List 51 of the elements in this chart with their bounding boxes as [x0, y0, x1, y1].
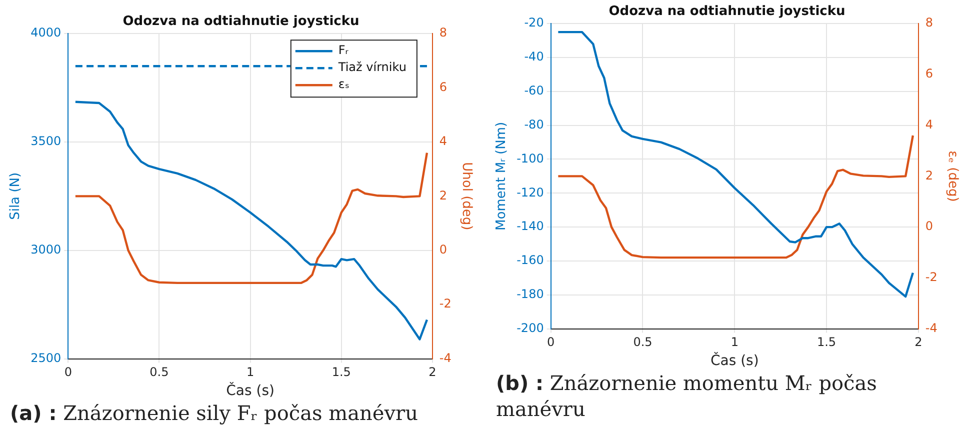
- x-tick-label: 1: [730, 335, 738, 350]
- y-tick-label: -80: [524, 117, 544, 132]
- legend-label: Tiaž vírniku: [337, 60, 406, 74]
- x-tick-label: 0: [64, 365, 72, 380]
- x-tick-label: 0.5: [633, 335, 652, 350]
- y2-tick-label: 0: [439, 242, 448, 257]
- text: (a) : Znázornenie sily Fᵣ počas manévru: [10, 401, 418, 425]
- x-tick-label: 1.5: [332, 365, 351, 380]
- text: (b) : Znázornenie momentu Mᵣ počas manévru: [496, 371, 877, 421]
- y2-tick-label: -2: [439, 296, 452, 311]
- y-tick-label: -120: [516, 185, 544, 200]
- chart-title: Odozva na odtiahnutie joysticku: [122, 14, 360, 30]
- y2-tick-label: -4: [925, 320, 938, 335]
- y-tick-label: -20: [524, 16, 544, 30]
- x-tick-label: 2: [428, 365, 436, 380]
- x-tick-label: 0.5: [150, 365, 169, 380]
- y-tick-label: -180: [516, 287, 544, 302]
- y2-tick-label: 6: [439, 80, 448, 94]
- y-tick-label: 3500: [30, 134, 62, 148]
- y-axis-title: Moment Mᵣ (Nm): [494, 122, 510, 230]
- y2-tick-label: 4: [925, 117, 934, 132]
- y2-axis-title: Uhol (deg): [458, 162, 474, 230]
- y-tick-label: -40: [524, 50, 544, 64]
- y-tick-label: 3000: [30, 242, 62, 257]
- x-tick-label: 1: [246, 365, 254, 380]
- y2-axis-title: εₑ (deg): [944, 150, 960, 202]
- x-axis-title: Čas (s): [226, 382, 274, 400]
- y2-tick-label: 2: [439, 188, 448, 202]
- y-tick-label: -140: [516, 219, 544, 234]
- y-tick-label: -200: [516, 320, 544, 335]
- x-tick-label: 2: [914, 335, 922, 350]
- y-tick-label: 2500: [30, 350, 62, 365]
- legend-label: Fᵣ: [338, 43, 350, 58]
- x-axis-title: Čas (s): [710, 352, 759, 370]
- y2-tick-label: 8: [439, 26, 448, 40]
- chart-title: Odozva na odtiahnutie joysticku: [608, 4, 846, 20]
- y-axis-title: Sila (N): [8, 172, 24, 220]
- y2-tick-label: 8: [925, 16, 934, 30]
- y2-tick-label: -2: [925, 270, 938, 284]
- y2-tick-label: -4: [439, 350, 452, 365]
- y2-tick-label: 4: [439, 134, 448, 148]
- x-tick-label: 1.5: [816, 335, 836, 350]
- y-tick-label: -100: [516, 151, 544, 166]
- y2-tick-label: 2: [925, 168, 934, 182]
- y-tick-label: 4000: [30, 26, 62, 40]
- y-tick-label: -60: [524, 84, 544, 98]
- y-tick-label: -160: [516, 253, 544, 268]
- x-tick-label: 0: [547, 335, 555, 350]
- y2-tick-label: 6: [925, 66, 934, 81]
- legend-label: εₛ: [338, 77, 350, 92]
- y2-tick-label: 0: [925, 219, 934, 234]
